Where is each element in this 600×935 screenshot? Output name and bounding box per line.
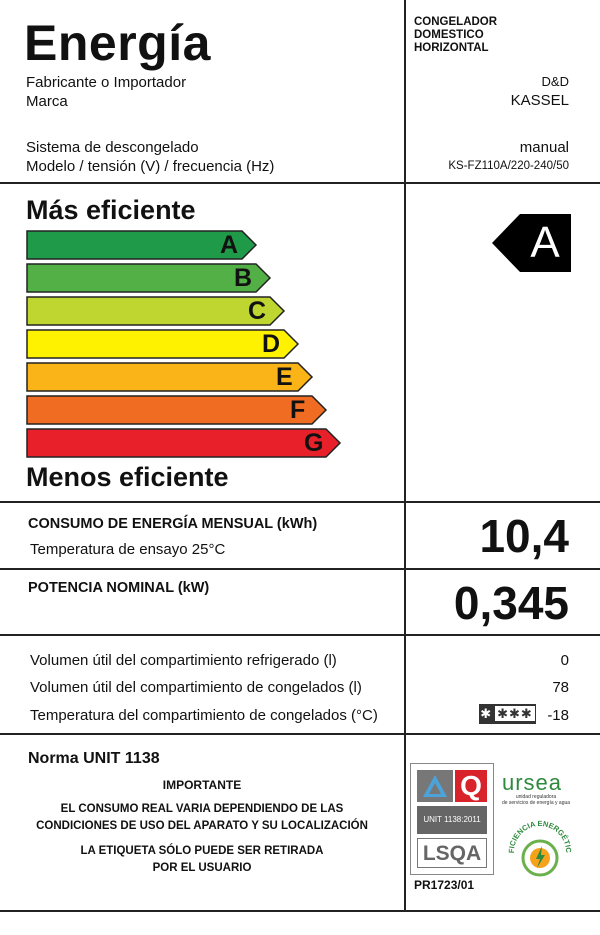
ursea-subtitle-line: de servicios de energía y agua: [501, 800, 571, 806]
certificate-code: PR1723/01: [414, 878, 475, 892]
product-type: CONGELADOR DOMESTICO HORIZONTAL: [414, 16, 574, 55]
product-type-line: DOMESTICO: [414, 29, 484, 41]
efficiency-bar-shape: [26, 362, 314, 392]
ursea-subtitle: unidad reguladora de servicios de energí…: [500, 794, 572, 806]
power-value: 0,345: [453, 577, 569, 629]
note-line: EL CONSUMO REAL VARIA DEPENDIENDO DE LAS: [60, 803, 344, 815]
rating-arrow-shape: [492, 214, 571, 272]
efficiency-bar-shape: [26, 296, 286, 326]
more-efficient-label: Más eficiente: [26, 195, 196, 225]
defrost-value: manual: [519, 139, 569, 156]
model-value: KS-FZ110A/220-240/50: [448, 160, 569, 172]
ursea-subtitle-line: unidad reguladora: [515, 794, 557, 800]
efficiency-bar-shape: [26, 395, 328, 425]
norm-label: Norma UNIT 1138: [28, 750, 160, 767]
power-label: POTENCIA NOMINAL (kW): [28, 580, 210, 596]
divider: [0, 182, 600, 184]
divider: [0, 634, 600, 636]
freezer-temp-label: Temperatura del compartimiento de congel…: [30, 707, 378, 724]
ursea-logo: ursea: [502, 770, 563, 795]
efficiency-bar-shape: [26, 329, 300, 359]
efficiency-bar-shape: [26, 428, 342, 458]
brand-label: Marca: [26, 93, 68, 110]
lsqa-name: LSQA: [417, 838, 487, 868]
divider: [0, 733, 600, 735]
frozen-volume-value: 78: [552, 679, 569, 696]
efficiency-bar: C: [26, 296, 286, 326]
freezer-temp-value: -18: [547, 707, 569, 724]
defrost-label: Sistema de descongelado: [26, 139, 199, 156]
important-label: IMPORTANTE: [162, 778, 242, 792]
efficiency-bar: B: [26, 263, 272, 293]
removal-note: LA ETIQUETA SÓLO PUEDE SER RETIRADA POR …: [0, 843, 404, 877]
label-title: Energía: [24, 15, 211, 71]
note-line: LA ETIQUETA SÓLO PUEDE SER RETIRADA: [80, 845, 324, 857]
star-icon: ✱✱✱: [495, 706, 535, 721]
divider: [0, 501, 600, 503]
efficiency-bar: F: [26, 395, 328, 425]
efficiency-bar-letter: F: [290, 396, 306, 424]
triangle-icon: [423, 775, 447, 797]
note-line: CONDICIONES DE USO DEL APARATO Y SU LOCA…: [36, 820, 368, 832]
rating-arrow: A: [492, 214, 571, 272]
consumption-note: EL CONSUMO REAL VARIA DEPENDIENDO DE LAS…: [0, 801, 404, 835]
consumption-label: CONSUMO DE ENERGÍA MENSUAL (kWh): [28, 516, 318, 532]
model-label: Modelo / tensión (V) / frecuencia (Hz): [26, 158, 275, 175]
efficiency-bar-letter: B: [234, 264, 253, 292]
product-type-line: CONGELADOR: [414, 16, 498, 28]
efficiency-bar: G: [26, 428, 342, 458]
efficiency-bar-letter: C: [248, 297, 267, 325]
lsqa-q-block: Q: [455, 770, 487, 802]
efficiency-bar-letter: A: [220, 231, 239, 259]
efficiency-bar-shape: [26, 263, 272, 293]
less-efficient-label: Menos eficiente: [26, 462, 229, 492]
lsqa-a-block: [417, 770, 453, 802]
lsqa-certification-logo: Q UNIT 1138:2011 LSQA: [410, 763, 494, 875]
test-temperature-label: Temperatura de ensayo 25°C: [30, 541, 226, 558]
freezer-star-rating: ✱ ✱✱✱: [479, 704, 536, 724]
manufacturer-label: Fabricante o Importador: [26, 74, 187, 91]
vertical-divider: [404, 0, 406, 912]
consumption-value: 10,4: [479, 510, 569, 562]
efficiency-bar-shape: [26, 230, 258, 260]
product-type-line: HORIZONTAL: [414, 42, 489, 54]
brand-value: KASSEL: [510, 92, 569, 109]
efficiency-badge: EFICIENCIA ENERGÉTICA: [503, 805, 574, 880]
efficiency-bar-letter: E: [276, 363, 293, 391]
refrigerated-volume-value: 0: [560, 652, 569, 669]
efficiency-bar-letter: D: [262, 330, 281, 358]
divider: [0, 568, 600, 570]
lsqa-unit-text: UNIT 1138:2011: [417, 806, 487, 834]
efficiency-bar-letter: G: [304, 429, 324, 457]
efficiency-badge-icon: EFICIENCIA ENERGÉTICA: [503, 805, 573, 877]
efficiency-bar: A: [26, 230, 258, 260]
star-icon: ✱: [480, 706, 493, 721]
efficiency-bar: E: [26, 362, 314, 392]
refrigerated-volume-label: Volumen útil del compartimiento refriger…: [30, 652, 337, 669]
rating-letter: A: [530, 218, 560, 267]
note-line: POR EL USUARIO: [152, 862, 252, 874]
manufacturer-value: D&D: [541, 74, 569, 89]
energy-label: [0, 910, 600, 912]
efficiency-bar: D: [26, 329, 300, 359]
frozen-volume-label: Volumen útil del compartimiento de conge…: [30, 679, 362, 696]
